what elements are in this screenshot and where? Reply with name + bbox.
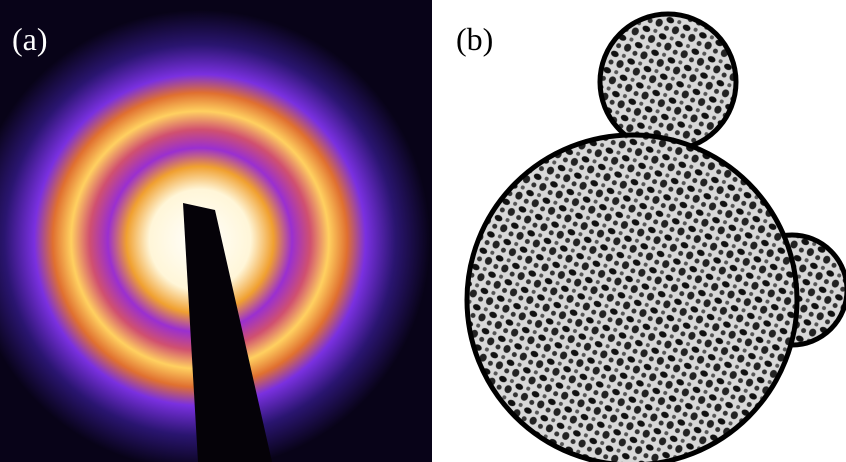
panel-a: (a) [0, 0, 432, 462]
cell-body [467, 135, 797, 462]
panel-label: (b) [456, 21, 493, 57]
panel-b: (b) [436, 0, 846, 462]
page: (a) (b) (() => { const data = JSON.parse… [0, 0, 846, 462]
panel-label: (a) [12, 21, 48, 57]
figure: (a) (b) [0, 0, 846, 462]
cell-bud-top [600, 14, 736, 150]
